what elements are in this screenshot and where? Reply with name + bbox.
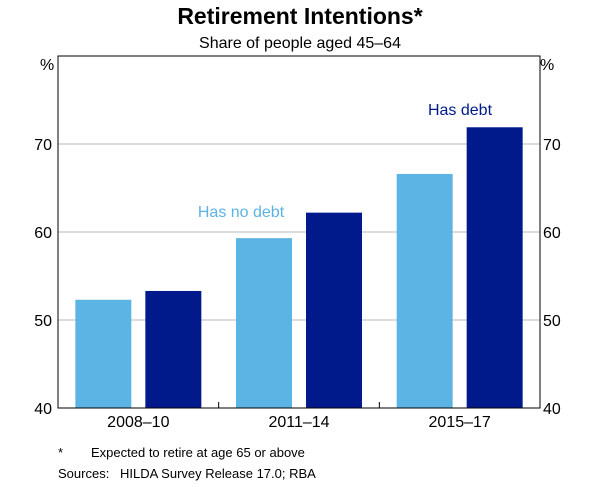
gridlines xyxy=(58,143,540,408)
chart-title: Retirement Intentions* xyxy=(177,3,422,29)
footnote-text: Expected to retire at age 65 or above xyxy=(91,445,305,460)
y-tick-label-right: 60 xyxy=(543,225,561,242)
bar-has-no-debt xyxy=(396,173,453,408)
series-label-has-no-debt: Has no debt xyxy=(198,204,285,221)
y-unit-left: % xyxy=(40,57,54,74)
series-label-has-debt: Has debt xyxy=(428,102,493,119)
y-unit-right: % xyxy=(540,57,554,74)
category-label: 2008–10 xyxy=(107,414,169,431)
chart-subtitle: Share of people aged 45–64 xyxy=(199,35,401,52)
source-label: Sources: xyxy=(58,466,109,481)
source-text: HILDA Survey Release 17.0; RBA xyxy=(120,466,316,481)
y-tick-label-left: 60 xyxy=(34,225,52,242)
y-tick-label-left: 70 xyxy=(34,137,52,154)
category-label: 2015–17 xyxy=(429,414,491,431)
y-tick-label-right: 50 xyxy=(543,313,561,330)
bar-has-no-debt xyxy=(75,299,132,408)
y-tick-label-left: 50 xyxy=(34,313,52,330)
bar-has-debt xyxy=(145,290,202,408)
tick-labels: 40 40 50 50 60 60 70 70 xyxy=(34,137,561,418)
footnote-marker: * xyxy=(58,445,63,460)
y-tick-label-left: 40 xyxy=(34,401,52,418)
bar-has-no-debt xyxy=(236,238,292,408)
plot-frame xyxy=(57,55,541,409)
category-labels: 2008–10 2011–14 2015–17 xyxy=(107,414,491,431)
y-tick-label-right: 70 xyxy=(543,137,561,154)
bars xyxy=(75,127,523,408)
bar-has-debt xyxy=(466,127,523,408)
bar-has-debt xyxy=(306,212,362,408)
y-tick-label-right: 40 xyxy=(543,401,561,418)
category-label: 2011–14 xyxy=(268,414,329,431)
